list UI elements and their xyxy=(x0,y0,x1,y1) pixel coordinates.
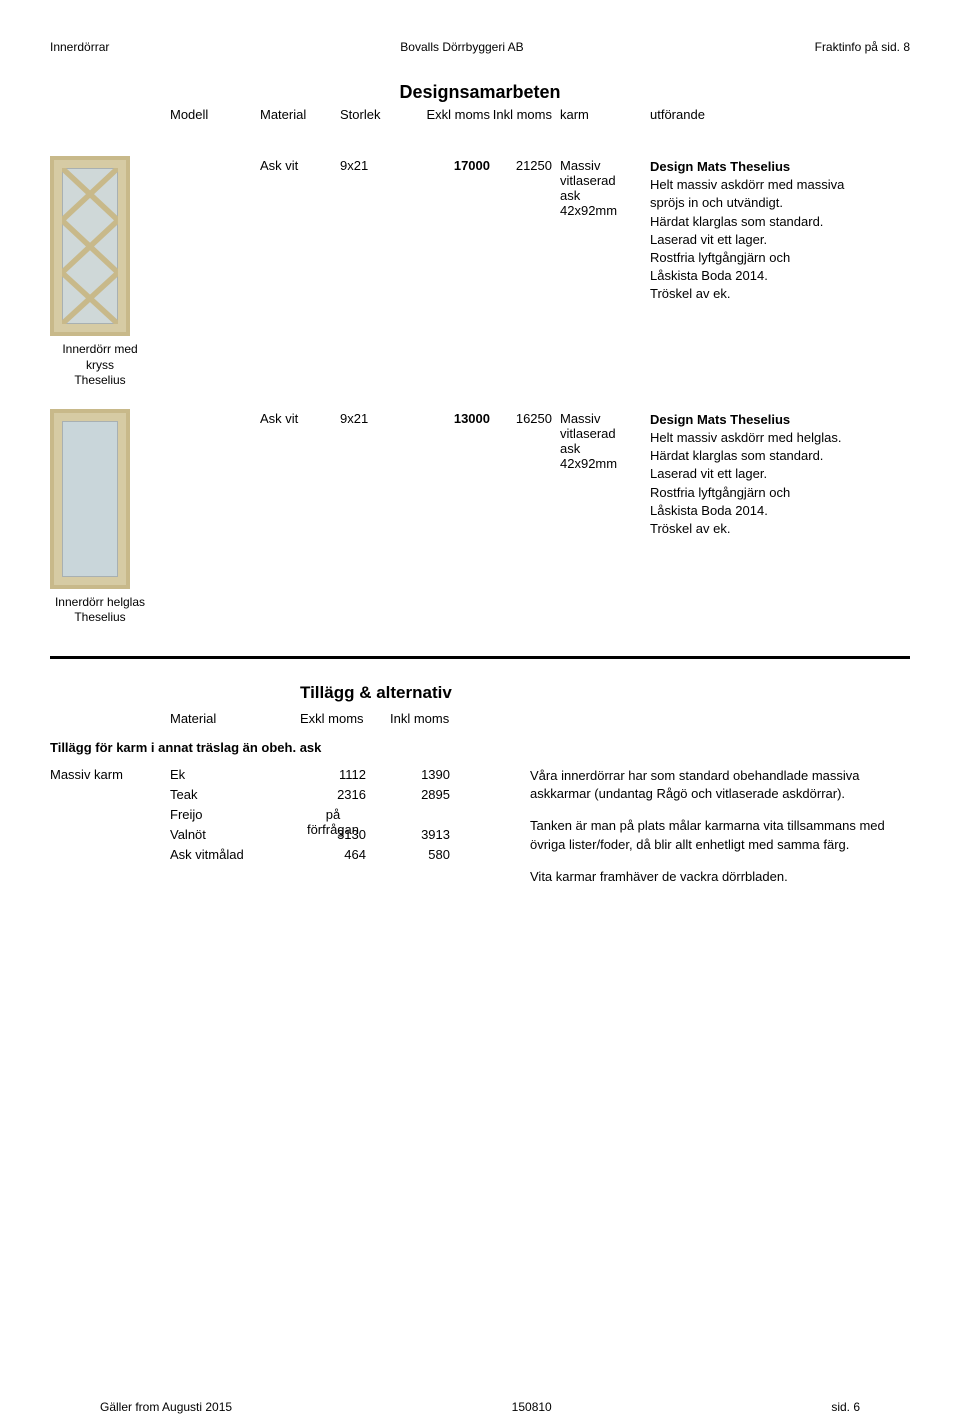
product-row: Innerdörr helglas Theselius Ask vit 9x21… xyxy=(50,409,910,626)
col-model: Modell xyxy=(170,107,260,122)
tillagg-description: Våra innerdörrar har som standard obehan… xyxy=(460,767,910,900)
tillagg-incl: 3913 xyxy=(390,827,450,847)
tillagg-table: Massiv karm Ek Teak Freijo Valnöt Ask vi… xyxy=(50,767,460,867)
footer-left: Gäller from Augusti 2015 xyxy=(100,1400,232,1414)
col-utf: utförande xyxy=(650,107,910,122)
tillagg-title: Tillägg & alternativ xyxy=(300,683,910,703)
tillagg-excl: på förfrågan xyxy=(300,807,366,827)
tillagg-excl: 464 xyxy=(300,847,366,867)
tillagg-name: Valnöt xyxy=(170,827,300,847)
header-center: Bovalls Dörrbyggeri AB xyxy=(400,40,523,54)
tillagg-name: Teak xyxy=(170,787,300,807)
door-caption: Innerdörr med kryss Theselius xyxy=(50,342,150,389)
page-header: Innerdörrar Bovalls Dörrbyggeri AB Frakt… xyxy=(50,40,910,54)
tillagg-incl xyxy=(390,807,450,827)
tillagg-incl: 580 xyxy=(390,847,450,867)
door-caption: Innerdörr helglas Theselius xyxy=(50,595,150,626)
col-size: Storlek xyxy=(340,107,410,122)
col-material: Material xyxy=(260,107,340,122)
cell-desc: Design Mats Theselius Helt massiv askdör… xyxy=(650,156,910,304)
footer-center: 150810 xyxy=(512,1400,552,1414)
tillagg-excl: 1112 xyxy=(300,767,366,787)
table-header: Modell Material Storlek Exkl moms Inkl m… xyxy=(50,107,910,122)
product-row: Innerdörr med kryss Theselius Ask vit 9x… xyxy=(50,156,910,389)
cell-excl: 13000 xyxy=(410,409,490,426)
col-incl: Inkl moms xyxy=(490,107,560,122)
cell-incl: 16250 xyxy=(490,409,560,426)
tillagg-name: Ek xyxy=(170,767,300,787)
cell-karm: Massiv vitlaserad ask 42x92mm xyxy=(560,409,650,471)
footer-right: sid. 6 xyxy=(831,1400,860,1414)
col-excl: Exkl moms xyxy=(410,107,490,122)
page-footer: Gäller from Augusti 2015 150810 sid. 6 xyxy=(100,1400,860,1414)
door-image-helglas xyxy=(50,409,130,589)
cell-excl: 17000 xyxy=(410,156,490,173)
col-karm: karm xyxy=(560,107,650,122)
tillagg-subtitle: Tillägg för karm i annat träslag än obeh… xyxy=(50,740,910,755)
cell-karm: Massiv vitlaserad ask 42x92mm xyxy=(560,156,650,218)
tillagg-incl: 2895 xyxy=(390,787,450,807)
cell-material: Ask vit xyxy=(260,409,340,426)
header-left: Innerdörrar xyxy=(50,40,109,54)
cell-desc: Design Mats Theselius Helt massiv askdör… xyxy=(650,409,910,538)
tillagg-excl: 2316 xyxy=(300,787,366,807)
cell-size: 9x21 xyxy=(340,409,410,426)
tillagg-incl: 1390 xyxy=(390,767,450,787)
tillagg-header: Material Exkl moms Inkl moms xyxy=(50,711,910,726)
divider xyxy=(50,656,910,659)
door-image-kryss xyxy=(50,156,130,336)
tillagg-label: Massiv karm xyxy=(50,767,170,787)
header-right: Fraktinfo på sid. 8 xyxy=(815,40,910,54)
cell-size: 9x21 xyxy=(340,156,410,173)
tillagg-name: Freijo xyxy=(170,807,300,827)
tillagg-name: Ask vitmålad xyxy=(170,847,300,867)
cell-material: Ask vit xyxy=(260,156,340,173)
section-title: Designsamarbeten xyxy=(50,82,910,103)
cell-incl: 21250 xyxy=(490,156,560,173)
